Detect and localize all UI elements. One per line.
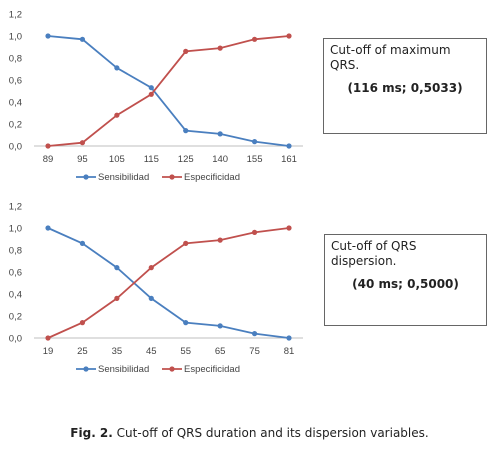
y-tick-label: 0,2 xyxy=(9,312,22,323)
data-point xyxy=(183,240,189,246)
data-point xyxy=(79,320,86,326)
data-point xyxy=(251,36,258,42)
legend-swatch-marker xyxy=(83,174,89,180)
data-point xyxy=(251,331,258,337)
data-point xyxy=(79,36,86,42)
data-point xyxy=(286,33,292,39)
x-tick-label: 45 xyxy=(146,346,157,357)
data-point xyxy=(45,225,51,231)
legend-label: Sensibilidad xyxy=(98,172,149,183)
data-point xyxy=(79,240,86,246)
data-point xyxy=(251,139,258,145)
box-heading: Cut-off of maximum QRS. xyxy=(330,43,451,72)
x-tick-label: 55 xyxy=(180,346,191,357)
data-point xyxy=(148,265,154,271)
data-point xyxy=(183,128,189,134)
x-tick-label: 75 xyxy=(249,346,260,357)
data-point xyxy=(183,320,189,326)
data-point xyxy=(45,335,51,341)
data-point xyxy=(45,143,51,149)
y-tick-label: 1,2 xyxy=(9,10,22,21)
y-tick-label: 0,2 xyxy=(9,120,22,131)
data-point xyxy=(148,91,154,97)
box-values: (116 ms; 0,5033) xyxy=(347,81,463,95)
data-point xyxy=(286,143,292,149)
data-point xyxy=(251,229,258,235)
series-line xyxy=(47,227,290,339)
y-tick-label: 0,6 xyxy=(9,268,22,279)
chart-1-svg: 0,0 0,2 0,4 0,6 0,8 1,0 1,2 89 95 105 115 125 140 155… xyxy=(9,10,303,183)
x-tick-label: 140 xyxy=(212,154,228,165)
chart-qrs-dispersion: 0,0 0,2 0,4 0,6 0,8 1,0 1,2 19 25 35 45 55 65 75 81 Sen… xyxy=(0,192,320,384)
y-tick-label: 0,8 xyxy=(9,54,22,65)
data-point xyxy=(183,48,189,55)
y-tick-label: 0,4 xyxy=(9,98,22,109)
series-line xyxy=(47,35,290,147)
data-point xyxy=(148,295,154,301)
data-point xyxy=(114,112,120,118)
data-point xyxy=(114,65,120,71)
chart-qrs-duration: 0,0 0,2 0,4 0,6 0,8 1,0 1,2 89 95 105 115 125 140 155… xyxy=(0,0,320,192)
y-tick-label: 0,0 xyxy=(9,142,22,153)
data-point xyxy=(217,237,223,243)
data-point xyxy=(217,45,223,51)
data-point xyxy=(114,265,120,271)
data-point xyxy=(114,295,120,301)
caption-label: Fig. 2. xyxy=(70,426,113,440)
x-tick-label: 95 xyxy=(77,154,88,165)
series-line xyxy=(47,227,290,339)
chart-2-svg: 0,0 0,2 0,4 0,6 0,8 1,0 1,2 19 25 35 45 55 65 75 81 Sen… xyxy=(9,202,303,375)
y-tick-label: 0,8 xyxy=(9,246,22,257)
x-tick-label: 125 xyxy=(178,154,194,165)
x-tick-label: 115 xyxy=(144,154,159,165)
figure-caption: Fig. 2. Cut-off of QRS duration and its … xyxy=(0,426,499,440)
data-point xyxy=(45,33,51,39)
data-point xyxy=(286,335,292,341)
legend-label: Sensibilidad xyxy=(98,364,149,375)
caption-text: Cut-off of QRS duration and its dispersi… xyxy=(116,426,429,440)
x-tick-label: 65 xyxy=(215,346,226,357)
legend-swatch-marker xyxy=(169,366,175,372)
data-point xyxy=(79,140,86,146)
x-tick-label: 25 xyxy=(77,346,88,357)
info-box-maximum-qrs: Cut-off of maximum QRS. (116 ms; 0,5033) xyxy=(323,38,487,134)
y-tick-label: 0,6 xyxy=(9,76,22,87)
data-point xyxy=(286,225,292,231)
x-tick-label: 155 xyxy=(247,154,263,165)
y-tick-label: 0,4 xyxy=(9,290,22,301)
x-tick-label: 81 xyxy=(284,346,295,357)
box-values: (40 ms; 0,5000) xyxy=(352,277,459,291)
x-tick-label: 19 xyxy=(43,346,54,357)
y-tick-label: 1,2 xyxy=(9,202,22,213)
data-point xyxy=(148,85,154,91)
y-tick-label: 1,0 xyxy=(9,224,22,235)
x-tick-label: 89 xyxy=(43,154,54,165)
x-tick-label: 105 xyxy=(109,154,125,165)
data-point xyxy=(217,323,223,329)
legend-swatch-marker xyxy=(83,366,89,372)
info-box-qrs-dispersion: Cut-off of QRS dispersion. (40 ms; 0,500… xyxy=(324,234,487,326)
legend-swatch-marker xyxy=(169,174,175,180)
legend-label: Especificidad xyxy=(184,364,240,375)
series-line xyxy=(47,35,290,147)
data-point xyxy=(217,131,223,137)
x-tick-label: 161 xyxy=(281,154,297,165)
legend-label: Especificidad xyxy=(184,172,240,183)
x-tick-label: 35 xyxy=(112,346,123,357)
box-heading: Cut-off of QRS dispersion. xyxy=(331,239,417,268)
y-tick-label: 0,0 xyxy=(9,334,22,345)
y-tick-label: 1,0 xyxy=(9,32,22,43)
